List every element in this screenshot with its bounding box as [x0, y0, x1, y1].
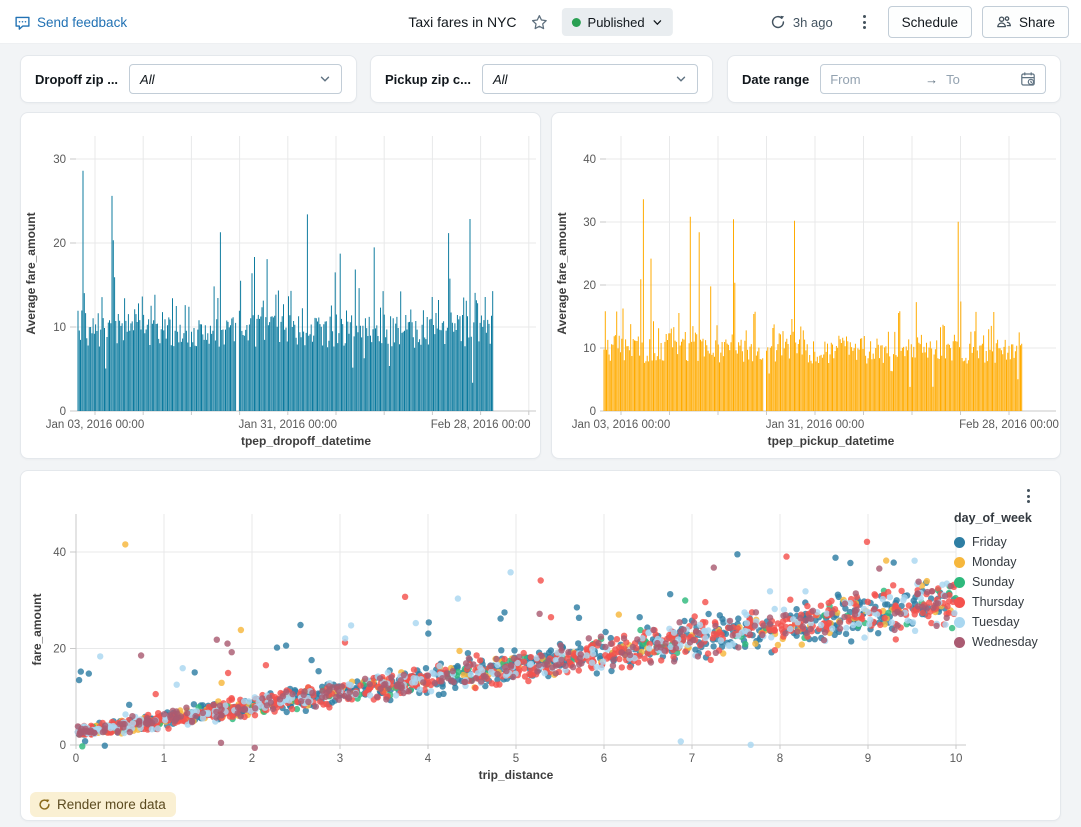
legend-label: Tuesday — [972, 615, 1020, 629]
svg-text:8: 8 — [777, 753, 783, 765]
send-feedback-label: Send feedback — [37, 14, 128, 30]
date-from-placeholder: From — [830, 71, 861, 87]
pickup-selected-value: All — [492, 71, 508, 87]
range-arrow-icon: → — [925, 71, 939, 87]
legend-title: day_of_week — [954, 511, 1032, 525]
svg-text:20: 20 — [53, 238, 66, 250]
svg-text:0: 0 — [60, 406, 66, 418]
last-refresh-time: 3h ago — [792, 14, 833, 30]
svg-text:0: 0 — [60, 740, 66, 752]
legend-label: Friday — [972, 535, 1007, 549]
render-refresh-icon — [38, 798, 51, 811]
dashboard-title: Taxi fares in NYC — [408, 14, 517, 30]
svg-text:Jan 03, 2016 00:00: Jan 03, 2016 00:00 — [46, 419, 144, 431]
dropoff-zip-select[interactable]: All — [129, 64, 342, 94]
svg-text:10: 10 — [53, 322, 66, 334]
dropoff-zip-filter-card: Dropoff zip ... All — [20, 55, 357, 103]
date-range-filter-card: Date range From → To — [727, 55, 1061, 103]
legend-item-thursday[interactable]: Thursday — [954, 592, 1050, 612]
pickup-zip-filter-card: Pickup zip c... All — [370, 55, 713, 103]
svg-text:tpep_dropoff_datetime: tpep_dropoff_datetime — [241, 434, 371, 448]
pickup-zip-select[interactable]: All — [481, 64, 698, 94]
legend-item-friday[interactable]: Friday — [954, 532, 1050, 552]
svg-text:40: 40 — [583, 154, 596, 166]
legend-item-monday[interactable]: Monday — [954, 552, 1050, 572]
legend-label: Monday — [972, 555, 1017, 569]
svg-text:0: 0 — [590, 406, 596, 418]
share-button[interactable]: Share — [981, 6, 1069, 38]
svg-text:40: 40 — [53, 547, 66, 559]
share-people-icon — [996, 14, 1012, 30]
svg-text:Jan 03, 2016 00:00: Jan 03, 2016 00:00 — [572, 419, 670, 431]
legend-dot — [954, 636, 965, 648]
render-more-data-button[interactable]: Render more data — [30, 792, 176, 817]
svg-text:4: 4 — [425, 753, 432, 765]
svg-text:Jan 31, 2016 00:00: Jan 31, 2016 00:00 — [766, 419, 864, 431]
publish-status-dropdown[interactable]: Published — [561, 8, 673, 36]
publish-status-label: Published — [587, 14, 645, 30]
svg-text:10: 10 — [950, 753, 963, 765]
svg-text:Feb 28, 2016 00:00: Feb 28, 2016 00:00 — [959, 419, 1059, 431]
favorite-star-icon[interactable] — [531, 14, 548, 31]
legend-dot — [954, 616, 965, 628]
published-green-dot — [571, 17, 581, 27]
legend-dot — [954, 536, 965, 548]
legend-label: Thursday — [972, 595, 1025, 609]
legend-item-wednesday[interactable]: Wednesday — [954, 632, 1050, 652]
schedule-button[interactable]: Schedule — [887, 6, 972, 38]
legend-dot — [954, 556, 965, 568]
date-to-placeholder: To — [946, 71, 960, 87]
svg-text:0: 0 — [73, 753, 79, 765]
scatter-chart-card: 0 1 2 3 4 5 6 7 8 9 10 0 20 40 trip_distance fare_amoun… — [20, 470, 1061, 821]
render-more-label: Render more data — [57, 797, 166, 812]
avg-fare-by-pickup-datetime-bar-chart[interactable]: 0 10 20 30 40 Jan 03, 2016 00:00 Jan 31, 2016 … — [552, 113, 1062, 460]
legend-dot — [954, 576, 965, 588]
svg-text:7: 7 — [689, 753, 695, 765]
dropoff-filter-label: Dropoff zip ... — [35, 71, 119, 87]
date-range-input[interactable]: From → To — [820, 64, 1046, 94]
chevron-down-icon — [320, 76, 330, 82]
legend-label: Wednesday — [972, 635, 1038, 649]
day-of-week-legend: day_of_week Friday Monday Sunday Thursday Tu… — [954, 511, 1050, 652]
svg-text:3: 3 — [337, 753, 343, 765]
scatter-card-kebab-menu[interactable] — [1019, 483, 1038, 509]
avg-fare-by-dropoff-datetime-bar-chart[interactable]: 0 10 20 30 Jan 03, 2016 00:00 Jan 31, 2016 00… — [21, 113, 542, 460]
dropoff-selected-value: All — [140, 71, 155, 87]
svg-text:fare_amount: fare_amount — [30, 593, 44, 665]
chevron-down-icon — [676, 76, 686, 82]
pickup-filter-label: Pickup zip c... — [385, 71, 471, 87]
svg-text:Average fare_amount: Average fare_amount — [555, 212, 569, 334]
svg-text:20: 20 — [583, 280, 596, 292]
legend-label: Sunday — [972, 575, 1015, 589]
svg-text:Average fare_amount: Average fare_amount — [24, 212, 38, 334]
fare-vs-distance-scatter-chart[interactable]: 0 1 2 3 4 5 6 7 8 9 10 0 20 40 trip_distance fare_amoun… — [21, 471, 1062, 822]
svg-text:Jan 31, 2016 00:00: Jan 31, 2016 00:00 — [239, 419, 337, 431]
pickup-chart-card: 0 10 20 30 40 Jan 03, 2016 00:00 Jan 31, 2016 … — [551, 112, 1061, 459]
header-kebab-menu[interactable] — [855, 9, 874, 35]
top-header-bar: Send feedback Taxi fares in NYC Publishe… — [0, 0, 1081, 44]
refresh-icon[interactable] — [770, 14, 786, 30]
legend-item-tuesday[interactable]: Tuesday — [954, 612, 1050, 632]
svg-text:6: 6 — [601, 753, 607, 765]
legend-dot — [954, 596, 965, 608]
calendar-clock-icon[interactable] — [1020, 71, 1036, 87]
svg-text:20: 20 — [53, 644, 66, 656]
dropoff-chart-card: 0 10 20 30 Jan 03, 2016 00:00 Jan 31, 2016 00… — [20, 112, 541, 459]
svg-text:tpep_pickup_datetime: tpep_pickup_datetime — [768, 434, 895, 448]
svg-text:1: 1 — [161, 753, 167, 765]
legend-item-sunday[interactable]: Sunday — [954, 572, 1050, 592]
svg-text:5: 5 — [513, 753, 519, 765]
date-range-label: Date range — [742, 71, 810, 87]
svg-text:30: 30 — [53, 154, 66, 166]
svg-text:30: 30 — [583, 217, 596, 229]
svg-text:10: 10 — [583, 343, 596, 355]
send-feedback-link[interactable]: Send feedback — [14, 0, 127, 44]
svg-text:2: 2 — [249, 753, 255, 765]
svg-text:trip_distance: trip_distance — [479, 768, 554, 782]
svg-text:9: 9 — [865, 753, 871, 765]
svg-text:Feb 28, 2016 00:00: Feb 28, 2016 00:00 — [431, 419, 531, 431]
chevron-down-icon — [653, 19, 661, 25]
feedback-bubble-icon — [14, 14, 31, 31]
